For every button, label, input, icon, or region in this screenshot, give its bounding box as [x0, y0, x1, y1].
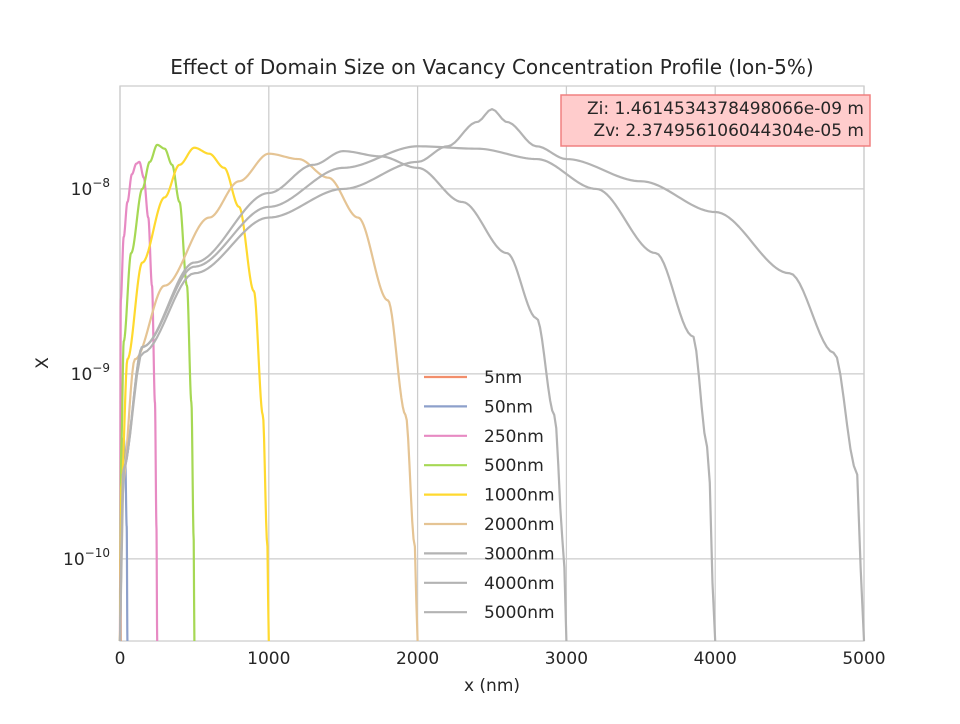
legend-entry-2000nm: 2000nm [484, 515, 555, 535]
legend-entry-500nm: 500nm [484, 456, 544, 476]
y-tick-label: 10−10 [63, 546, 110, 570]
x-axis-label: x (nm) [464, 676, 520, 696]
chart-title: Effect of Domain Size on Vacancy Concent… [170, 55, 813, 79]
y-tick-label: 10−8 [71, 176, 110, 200]
annotation-background [560, 94, 871, 147]
x-tick-label: 0 [115, 649, 126, 669]
series-line-500nm [118, 143, 196, 642]
series-line-4000nm [118, 145, 717, 642]
y-axis-label: X [33, 357, 53, 369]
series-line-1000nm [118, 146, 270, 642]
legend-entry-1000nm: 1000nm [484, 486, 555, 506]
annotation-line: Zi: 1.4614534378498066e-09 m [587, 99, 864, 119]
legend-entry-250nm: 250nm [484, 427, 544, 447]
series-lines [118, 108, 866, 642]
annotation-line: Zv: 2.374956106044304e-05 m [593, 121, 864, 141]
legend-entry-3000nm: 3000nm [484, 544, 555, 564]
x-tick-label: 1000 [247, 649, 290, 669]
axis-ticks: 0 1000 2000 3000 4000 5000 10−10 10−9 10−8 [63, 176, 886, 669]
legend: 5nm 50nm 250nm 500nm 1000nm 2000nm 3000nm 4000n… [424, 368, 555, 623]
series-line-2000nm [118, 152, 419, 642]
legend-entry-50nm: 50nm [484, 397, 533, 417]
x-tick-label: 3000 [545, 649, 588, 669]
x-tick-label: 2000 [396, 649, 439, 669]
legend-entry-5nm: 5nm [484, 368, 522, 388]
y-tick-label: 10−9 [71, 361, 110, 385]
x-tick-label: 4000 [694, 649, 737, 669]
series-line-3000nm [118, 150, 568, 642]
series-line-5000nm [118, 108, 866, 642]
legend-entry-5000nm: 5000nm [484, 603, 555, 623]
x-tick-label: 5000 [842, 649, 885, 669]
series-line-250nm [118, 160, 159, 642]
legend-entry-4000nm: 4000nm [484, 574, 555, 594]
annotation-box: Zi: 1.4614534378498066e-09 mZv: 2.374956… [560, 94, 871, 147]
